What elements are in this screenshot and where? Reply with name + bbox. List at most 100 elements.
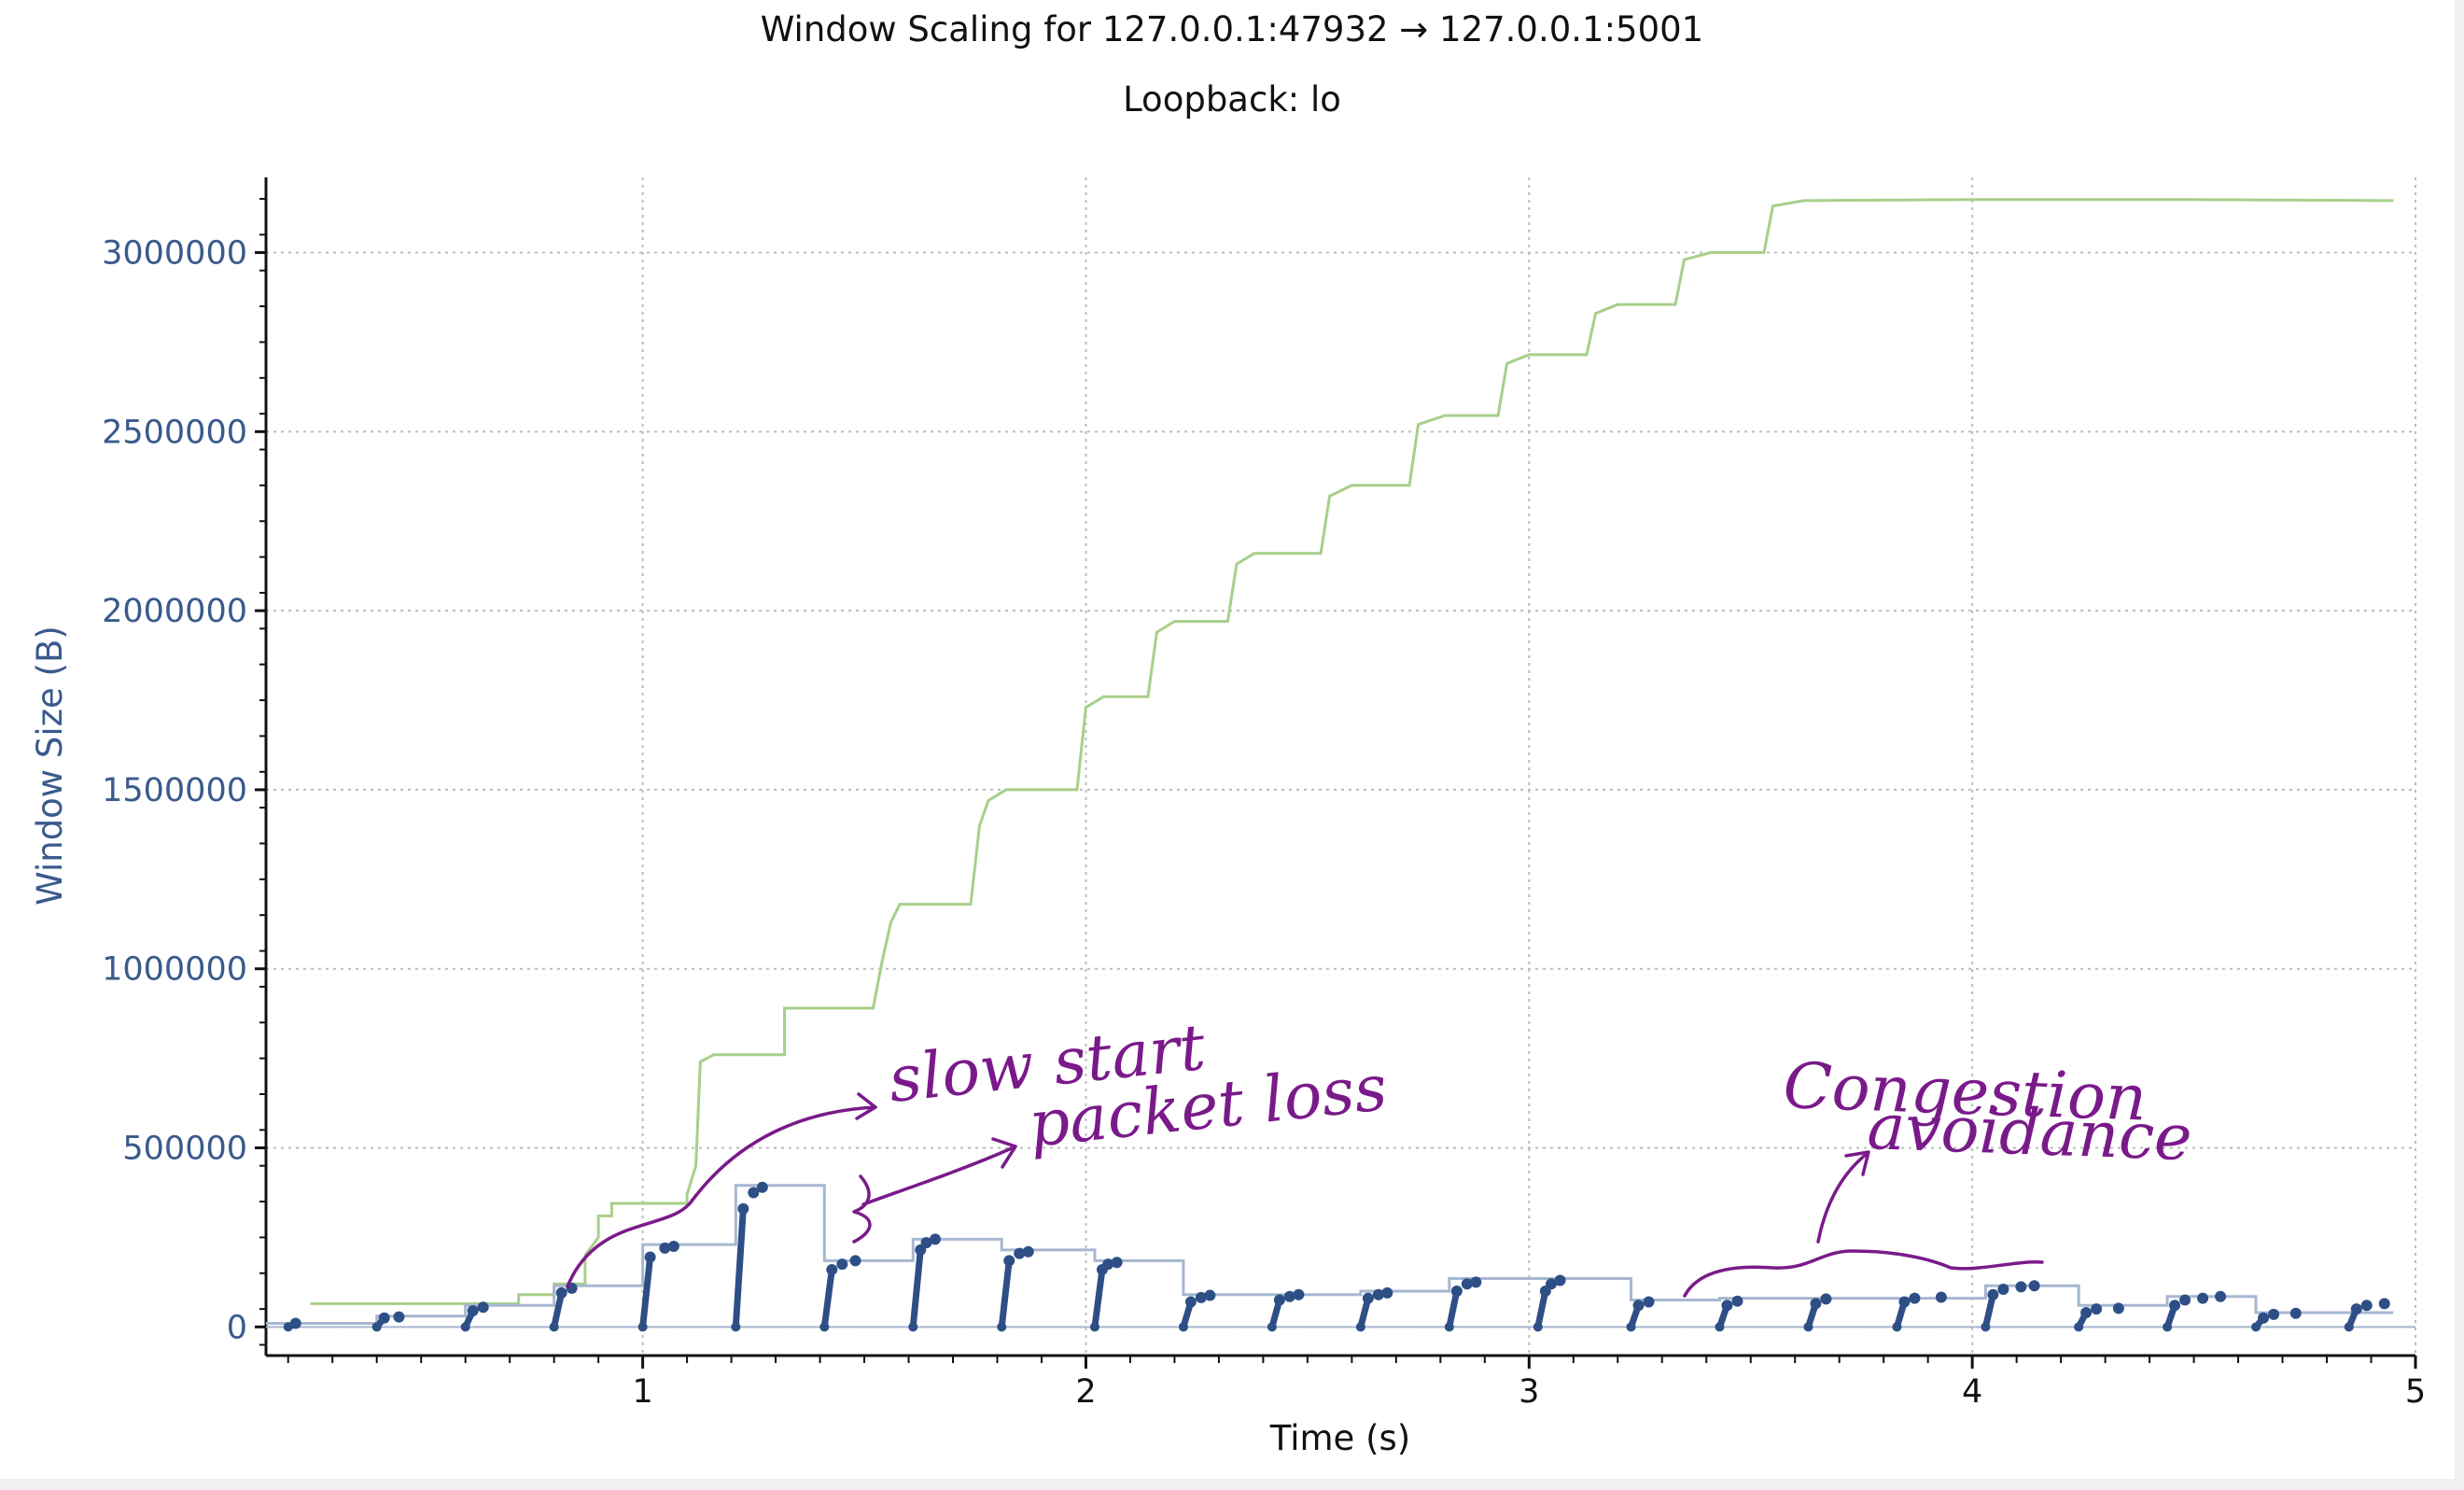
bytes-out-point: [549, 1322, 559, 1332]
congestion-avoidance-arrow-head: [1844, 1150, 1870, 1176]
bytes-out-point: [555, 1286, 567, 1299]
annotation-avoidance: avoidance: [1866, 1090, 2192, 1175]
y-axis-ticks: 0 500000 1000000 1500000 2000000 2500000 30000…: [102, 198, 266, 1346]
bytes-out-point: [2163, 1322, 2173, 1332]
bytes-out-point: [1731, 1295, 1743, 1307]
bytes-out-point: [460, 1322, 470, 1332]
bytes-out-point: [920, 1237, 932, 1249]
bytes-out-point: [1293, 1288, 1305, 1300]
x-axis-label: Time (s): [1269, 1418, 1410, 1458]
chart-subtitle: Loopback: lo: [1123, 79, 1341, 119]
bytes-out-point: [1273, 1294, 1285, 1306]
packet-loss-arrow: [861, 1145, 1017, 1206]
bytes-out-point: [1643, 1296, 1655, 1308]
bytes-out-point: [1554, 1274, 1566, 1286]
bytes-out-point: [2215, 1290, 2227, 1302]
bytes-out-point: [1546, 1278, 1558, 1290]
bytes-out-point: [1461, 1278, 1473, 1290]
bytes-out-point: [756, 1181, 768, 1193]
bytes-out-point: [1022, 1245, 1034, 1258]
bytes-out-point: [1089, 1322, 1099, 1332]
bytes-out-point: [2289, 1307, 2302, 1319]
x-tick-label: 2: [1075, 1373, 1096, 1411]
bytes-out-point: [2268, 1308, 2280, 1320]
bytes-out-point: [1444, 1322, 1454, 1332]
packet-loss-brace: [852, 1174, 872, 1244]
bytes-out-point: [819, 1322, 830, 1332]
bytes-out-point: [1355, 1322, 1365, 1332]
bytes-out-point: [1204, 1289, 1216, 1301]
bytes-out-point: [1892, 1322, 1902, 1332]
bytes-out-point: [1909, 1292, 1921, 1304]
bytes-out-burst: [820, 1266, 835, 1330]
bytes-out-point: [2258, 1312, 2270, 1324]
bytes-out-point: [2179, 1294, 2191, 1306]
bytes-out-point: [2074, 1322, 2084, 1332]
bytes-out-point: [1362, 1292, 1374, 1304]
x-tick-label: 3: [1519, 1373, 1539, 1411]
bytes-out-point: [371, 1322, 382, 1332]
bytes-out-point: [378, 1312, 390, 1324]
bytes-out-burst: [1534, 1287, 1549, 1330]
y-tick-label: 1000000: [102, 951, 247, 989]
receive-window-line: [310, 198, 2394, 1305]
y-tick-label: 1500000: [102, 772, 247, 809]
bytes-out-point: [1810, 1298, 1822, 1310]
slow-start-arrow-head: [855, 1092, 877, 1120]
slow-start-arrow-lower: [566, 1198, 694, 1288]
bytes-out-point: [1470, 1276, 1482, 1288]
bytes-out-point: [2015, 1281, 2027, 1293]
bytes-out-point: [2378, 1298, 2390, 1310]
bytes-out-point: [748, 1187, 760, 1199]
bytes-out-point: [731, 1322, 741, 1332]
congestion-avoidance-brace: [1683, 1249, 2044, 1298]
axes: [264, 177, 2415, 1357]
bytes-out-point: [1381, 1286, 1393, 1299]
bytes-out-point: [849, 1255, 861, 1267]
bytes-out-burst: [998, 1257, 1013, 1330]
bytes-out-point: [1267, 1322, 1277, 1332]
bytes-out-burst: [1446, 1287, 1461, 1330]
bytes-out-point: [1715, 1322, 1725, 1332]
bytes-out-point: [1997, 1284, 2009, 1296]
chart-title: Window Scaling for 127.0.0.1:47932 → 127…: [761, 9, 1703, 49]
bytes-out-point: [1981, 1322, 1991, 1332]
slow-start-arrow: [689, 1105, 877, 1204]
bytes-out-point: [930, 1233, 942, 1245]
bytes-out-point: [1533, 1322, 1543, 1332]
bytes-out-point: [1178, 1322, 1188, 1332]
bytes-out-point: [659, 1242, 671, 1254]
bytes-out-point: [737, 1202, 749, 1215]
y-tick-label: 500000: [122, 1131, 247, 1168]
congestion-avoidance-arrow: [1816, 1152, 1869, 1244]
bytes-out-point: [393, 1311, 405, 1323]
bytes-out-point: [826, 1263, 838, 1275]
bytes-out-point: [637, 1322, 648, 1332]
bytes-out-point: [1372, 1288, 1384, 1300]
bytes-out-point: [1111, 1257, 1123, 1269]
bytes-out-point: [2091, 1303, 2103, 1315]
bytes-out-burst: [551, 1289, 566, 1330]
bytes-out-point: [667, 1241, 679, 1253]
bytes-out-point: [1898, 1296, 1911, 1308]
x-tick-label: 1: [632, 1373, 652, 1411]
bytes-out-point: [1003, 1255, 1015, 1267]
bytes-out-point: [1184, 1296, 1197, 1308]
packet-loss-arrow-head: [991, 1137, 1017, 1169]
bytes-out-point: [1102, 1258, 1114, 1271]
bytes-out-point: [1283, 1290, 1295, 1302]
y-tick-label: 3000000: [102, 235, 247, 273]
bytes-out-burst: [732, 1205, 747, 1330]
bytes-out-point: [1014, 1247, 1026, 1259]
bytes-out-point: [289, 1317, 301, 1329]
bytes-out-point: [1195, 1291, 1207, 1303]
x-axis-ticks: 1 2 3 4 5: [287, 1356, 2426, 1411]
bytes-out-point: [2344, 1322, 2354, 1332]
bytes-out-point: [997, 1322, 1007, 1332]
bytes-out-point: [2028, 1280, 2040, 1292]
annotation-congestion: Congestion: [1782, 1049, 2148, 1136]
bytes-out-burst: [639, 1254, 654, 1330]
bytes-out-point: [1450, 1285, 1463, 1297]
